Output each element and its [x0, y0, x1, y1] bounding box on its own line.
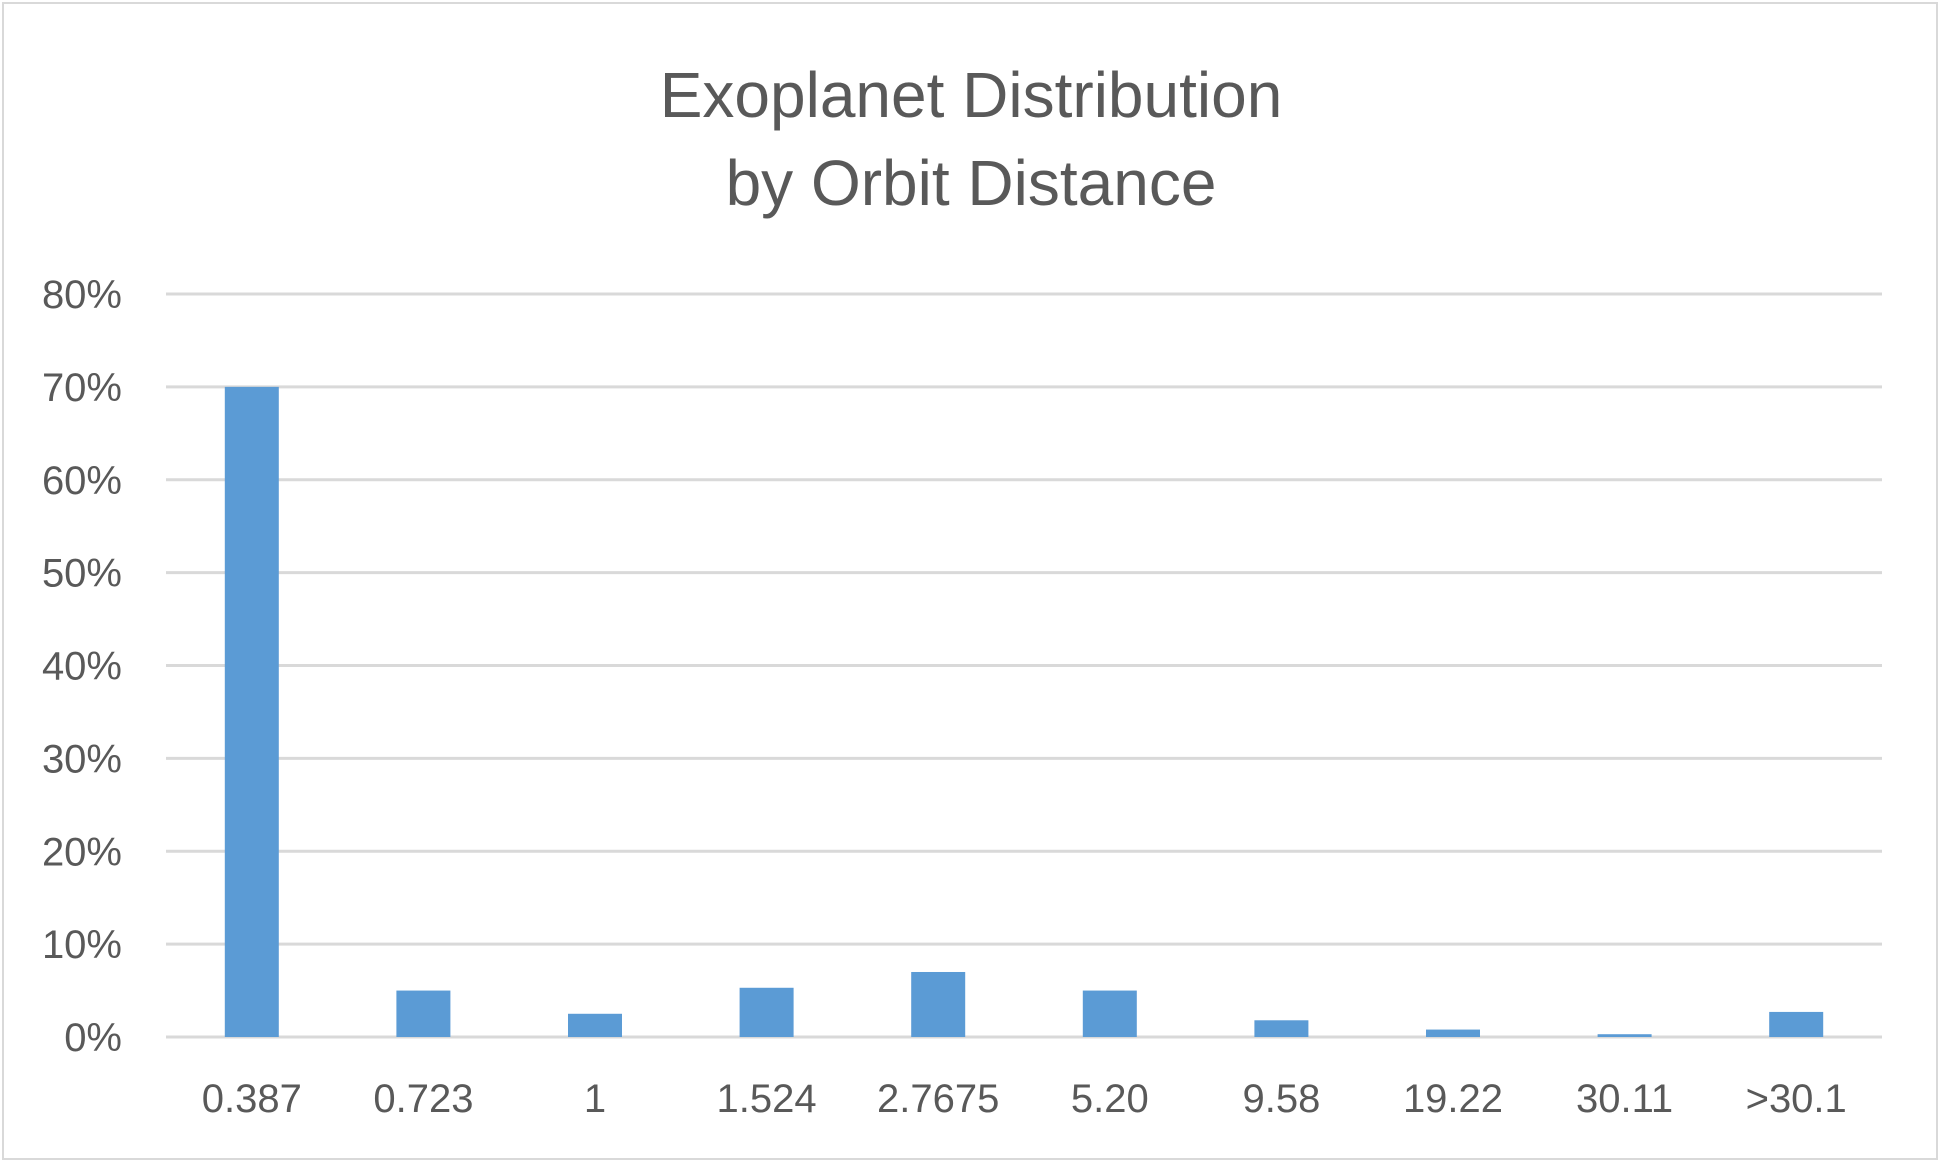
- x-tick-label: 9.58: [1242, 1077, 1320, 1121]
- x-tick-label: 1: [584, 1077, 606, 1121]
- y-tick-label: 50%: [42, 552, 122, 596]
- bar: [739, 987, 794, 1037]
- bar: [224, 386, 279, 1037]
- x-tick-label: 2.7675: [877, 1077, 999, 1121]
- bar: [1254, 1020, 1309, 1037]
- x-axis-tick-labels: 0.387 0.723 1 1.524 2.7675 5.20 9.58 19.22 30.11…: [202, 1077, 1847, 1121]
- x-tick-label: 0.723: [373, 1077, 473, 1121]
- y-tick-label: 80%: [42, 273, 122, 317]
- bar: [1426, 1029, 1480, 1037]
- y-tick-label: 0%: [64, 1016, 122, 1060]
- x-tick-label: >30.1: [1746, 1077, 1847, 1121]
- bar: [396, 990, 451, 1037]
- x-tick-label: 0.387: [202, 1077, 302, 1121]
- chart-title-line-2: by Orbit Distance: [726, 147, 1217, 219]
- gridlines: [166, 292, 1882, 1039]
- y-tick-label: 60%: [42, 459, 122, 503]
- chart-title-line-1: Exoplanet Distribution: [660, 59, 1283, 131]
- bars: [224, 386, 1824, 1037]
- bar: [568, 1013, 622, 1037]
- bar: [1082, 990, 1137, 1037]
- x-tick-label: 30.11: [1576, 1077, 1673, 1121]
- x-tick-label: 1.524: [717, 1077, 817, 1121]
- y-tick-label: 10%: [42, 923, 122, 967]
- bar: [1769, 1011, 1824, 1037]
- y-tick-label: 30%: [42, 737, 122, 781]
- y-tick-label: 40%: [42, 645, 122, 689]
- x-tick-label: 5.20: [1071, 1077, 1149, 1121]
- bar: [1597, 1034, 1652, 1037]
- y-tick-label: 70%: [42, 366, 122, 410]
- x-tick-label: 19.22: [1403, 1077, 1503, 1121]
- y-tick-label: 20%: [42, 830, 122, 874]
- y-axis-tick-labels: 0% 10% 20% 30% 40% 50% 60% 70% 80%: [42, 273, 122, 1060]
- bar: [911, 971, 966, 1037]
